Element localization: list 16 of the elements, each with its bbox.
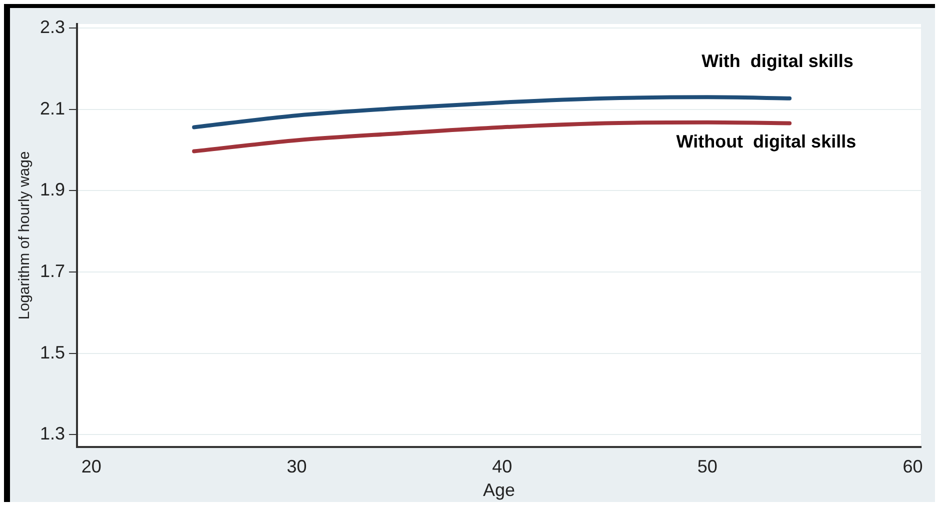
- annotation: With digital skills: [702, 51, 854, 72]
- annotation: Without digital skills: [676, 131, 856, 152]
- x-tick-label: 60: [902, 456, 923, 477]
- x-axis-title: Age: [482, 480, 516, 500]
- line-series: [192, 95, 792, 130]
- y-tick-label: 2.1: [40, 98, 66, 118]
- y-tick-label: 1.7: [40, 260, 66, 281]
- x-tick-label: 50: [697, 456, 718, 477]
- y-tick-label: 1.9: [40, 180, 66, 200]
- x-tick-label: 30: [286, 456, 307, 477]
- y-axis-title: Logarithm of hourly wage: [16, 151, 34, 320]
- y-tick-label: 1.3: [40, 424, 66, 444]
- y-tick-label: 2.3: [40, 17, 66, 38]
- x-tick-label: 40: [492, 456, 512, 477]
- x-tick-label: 20: [81, 456, 102, 477]
- y-tick-label: 1.5: [40, 342, 66, 362]
